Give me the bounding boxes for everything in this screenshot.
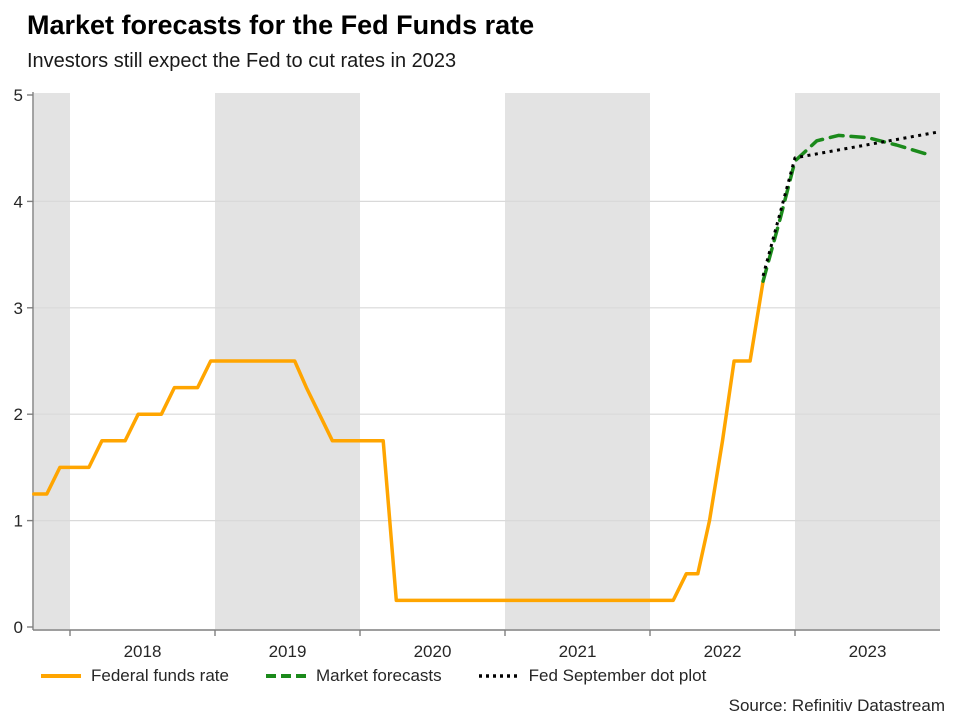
y-axis-tick-label: 3 <box>14 299 23 318</box>
year-shading-band <box>33 93 70 629</box>
y-axis-tick-label: 1 <box>14 512 23 531</box>
x-axis-tick-label: 2018 <box>124 642 162 661</box>
chart-title: Market forecasts for the Fed Funds rate <box>27 10 535 40</box>
legend-swatch-solid-line-icon <box>41 674 81 678</box>
legend-swatch-dotted-line-icon <box>478 674 519 678</box>
y-axis-tick-label: 4 <box>14 192 23 211</box>
series-line-market-forecasts <box>761 133 931 283</box>
x-axis-tick-label: 2021 <box>559 642 597 661</box>
y-axis-tick-label: 0 <box>14 618 23 637</box>
chart-subtitle: Investors still expect the Fed to cut ra… <box>27 50 457 72</box>
legend-item-market-forecasts: Market forecasts <box>265 666 442 686</box>
legend: Federal funds rate Market forecasts Fed Se… <box>40 666 706 686</box>
source-note: Source: Refinitiv Datastream <box>728 696 945 715</box>
series-line-fed-september-dot-plot <box>761 130 938 277</box>
y-axis-tick-label: 5 <box>14 86 23 105</box>
legend-label: Fed September dot plot <box>528 666 707 685</box>
x-axis-tick-label: 2020 <box>414 642 452 661</box>
legend-label: Market forecasts <box>315 666 442 685</box>
legend-item-federal-funds-rate: Federal funds rate <box>40 666 229 686</box>
year-shading-band <box>795 93 940 629</box>
x-axis-tick-label: 2022 <box>704 642 742 661</box>
x-axis-tick-label: 2019 <box>269 642 307 661</box>
year-shading-band <box>505 93 650 629</box>
x-axis-tick-label: 2023 <box>849 642 887 661</box>
series-line-federal-funds-rate <box>32 279 765 603</box>
legend-item-fed-september-dot-plot: Fed September dot plot <box>478 666 707 686</box>
legend-label: Federal funds rate <box>91 666 229 685</box>
y-axis-tick-label: 2 <box>14 405 23 424</box>
legend-swatch-dashed-line-icon <box>265 674 306 678</box>
